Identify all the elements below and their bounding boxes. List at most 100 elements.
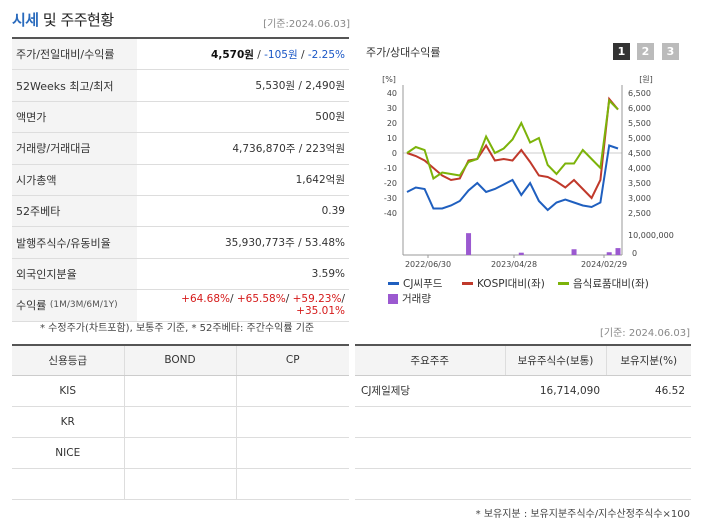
right-tick-label: 6,500 [628, 89, 651, 98]
info-row-foreign: 외국인지분율 3.59% [12, 258, 349, 291]
right-tick-label: 6,000 [628, 104, 651, 113]
volume-bar [571, 249, 577, 255]
table-row [12, 468, 349, 500]
period-button-1[interactable]: 1 [613, 43, 630, 60]
current-price: 4,570원 [211, 48, 254, 61]
legend-swatch [388, 293, 398, 304]
info-value: 35,930,773주 / 53.48% [224, 237, 345, 250]
period-button-3[interactable]: 3 [662, 43, 679, 60]
title-main: 시세 [12, 11, 39, 29]
legend-item-volume: 거래량 [388, 291, 431, 306]
table-row: NICE [12, 437, 349, 469]
col-header: 보유주식수(보통) [504, 345, 606, 376]
return-1m: +64.68% [181, 293, 230, 306]
info-value: +64.68%/ +65.58%/ +59.23%/ +35.01% [181, 293, 345, 318]
footnote-2: * 보유지분 : 보유지분주식수/지수산정주식수×100 [475, 509, 690, 520]
legend-item-kospi: KOSPI대비(좌) [462, 276, 545, 291]
page-title: 시세 및 주주현황 [12, 9, 114, 30]
info-label: 외국인지분율 [12, 258, 137, 290]
table-row: KIS [12, 375, 349, 407]
col-header: 보유지분(%) [605, 345, 691, 376]
info-row-returns: 수익률 (1M/3M/6M/1Y) +64.68%/ +65.58%/ +59.… [12, 290, 349, 322]
right-tick-label: 5,500 [628, 119, 651, 128]
volume-zero-label: 0 [632, 249, 637, 258]
legend-item-cj-seafood: CJ씨푸드 [388, 276, 442, 291]
right-tick-label: 3,000 [628, 194, 651, 203]
left-tick-label: 40 [387, 89, 397, 98]
footnote: * 수정주가(차트포함), 보통주 기준, * 52주베타: 주간수익률 기준 [40, 323, 315, 334]
right-tick-label: 4,000 [628, 164, 651, 173]
period-button-2[interactable]: 2 [637, 43, 654, 60]
info-value: 3.59% [311, 267, 345, 280]
info-label: 시가총액 [12, 164, 137, 195]
major-shareholders-table: 주요주주 보유주식수(보통) 보유지분(%) CJ제일제당 16,714,090 4… [355, 344, 691, 500]
left-tick-label: 10 [387, 134, 397, 143]
info-value: 4,736,870주 / 223억원 [232, 142, 345, 155]
left-tick-label: -30 [384, 194, 397, 203]
col-header: BOND [123, 345, 236, 376]
info-value: 500원 [315, 111, 345, 124]
base-date: [기준:2024.06.03] [263, 19, 350, 30]
x-tick-label: 2022/06/30 [405, 260, 451, 269]
info-row-52w: 52Weeks 최고/최저 5,530원 / 2,490원 [12, 70, 349, 102]
price-change: -105원 [264, 48, 298, 61]
info-label: 발행주식수/유동비율 [12, 227, 137, 258]
table-row [355, 437, 691, 469]
series-line-1 [406, 96, 619, 200]
info-label: 주가/전일대비/수익률 [12, 39, 137, 70]
info-row-face: 액면가 500원 [12, 101, 349, 134]
left-axis-unit: [%] [382, 75, 396, 84]
series-line-2 [406, 98, 619, 181]
info-row-beta: 52주베타 0.39 [12, 195, 349, 228]
info-label: 52주베타 [12, 195, 137, 227]
legend-swatch [388, 282, 399, 285]
right-axis-unit: [원] [639, 75, 653, 84]
info-value: 4,570원 / -105원 / -2.25% [211, 48, 345, 61]
volume-bar [466, 233, 472, 255]
return-1y: +35.01% [296, 305, 345, 318]
info-label: 액면가 [12, 101, 137, 133]
right-tick-label: 4,500 [628, 149, 651, 158]
price-return-chart: [%] [원] 40 30 20 10 0 -10 -20 -30 -40 6,500 6,000 5,5… [382, 75, 674, 269]
info-row-price: 주가/전일대비/수익률 4,570원 / -105원 / -2.25% [12, 39, 349, 71]
right-tick-label: 2,500 [628, 209, 651, 218]
table-row [355, 406, 691, 438]
title-rest: 및 주주현황 [38, 11, 114, 29]
info-row-volume: 거래량/거래대금 4,736,870주 / 223억원 [12, 133, 349, 165]
right-tick-label: 3,500 [628, 179, 651, 188]
left-tick-label: 30 [387, 104, 397, 113]
legend-swatch [558, 282, 569, 285]
base-date-2: [기준: 2024.06.03] [599, 328, 690, 339]
left-tick-label: 0 [392, 149, 397, 158]
info-label: 52Weeks 최고/최저 [12, 70, 137, 101]
table-row [355, 468, 691, 500]
col-header: 신용등급 [12, 345, 124, 376]
info-row-mcap: 시가총액 1,642억원 [12, 164, 349, 196]
col-header: 주요주주 [355, 345, 505, 376]
legend-swatch [462, 282, 473, 285]
table-row: KR [12, 406, 349, 438]
info-row-shares: 발행주식수/유동비율 35,930,773주 / 53.48% [12, 227, 349, 259]
info-value: 5,530원 / 2,490원 [255, 80, 345, 93]
info-label: 거래량/거래대금 [12, 133, 137, 164]
left-tick-label: -10 [384, 164, 397, 173]
info-value: 1,642억원 [295, 174, 345, 187]
price-info-table: 주가/전일대비/수익률 4,570원 / -105원 / -2.25% 52We… [12, 37, 349, 322]
left-tick-label: -40 [384, 209, 397, 218]
volume-bar [615, 248, 621, 255]
return-3m: +65.58% [236, 293, 286, 306]
price-rate: -2.25% [307, 48, 345, 61]
volume-bar [606, 252, 612, 255]
volume-tick-label: 10,000,000 [628, 231, 674, 240]
x-tick-label: 2024/02/29 [581, 260, 627, 269]
table-row: CJ제일제당 16,714,090 46.52 [355, 375, 691, 407]
info-value: 0.39 [321, 205, 345, 218]
chart-title: 주가/상대수익률 [366, 46, 441, 59]
series-line-0 [406, 144, 619, 212]
left-tick-label: 20 [387, 119, 397, 128]
legend-item-food: 음식료품대비(좌) [558, 276, 649, 291]
col-header: CP [235, 345, 349, 376]
volume-bar [518, 252, 524, 255]
info-label: 수익률 (1M/3M/6M/1Y) [12, 290, 137, 321]
left-tick-label: -20 [384, 179, 397, 188]
